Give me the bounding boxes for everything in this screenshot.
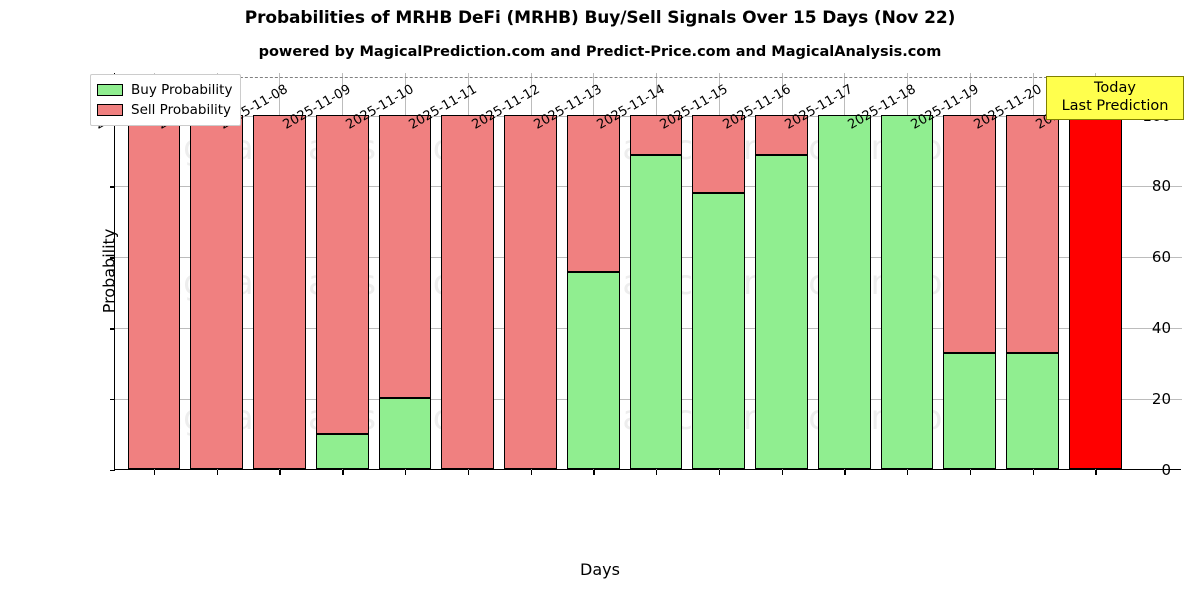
bar-segment-sell[interactable] [504, 114, 557, 469]
legend-item[interactable]: Sell Probability [97, 100, 232, 120]
today-label-line1: Today [1094, 80, 1136, 96]
bar-group[interactable] [943, 72, 997, 469]
legend-item[interactable]: Buy Probability [97, 80, 232, 100]
bar-segment-sell[interactable] [692, 114, 746, 194]
bar-segment-sell[interactable] [566, 114, 620, 272]
threshold-dashed-line [115, 76, 1182, 78]
y-tick-mark [110, 399, 115, 401]
bar-segment-buy[interactable] [629, 154, 683, 469]
x-tick-mark [1032, 470, 1034, 475]
today-label-line2: Last Prediction [1061, 98, 1169, 114]
y-tick-label: 0 [1161, 461, 1171, 479]
x-tick-mark [718, 470, 721, 475]
legend-label: Sell Probability [131, 102, 232, 118]
x-tick-mark [153, 470, 156, 475]
x-tick-mark [342, 470, 344, 475]
x-tick-mark [467, 470, 470, 475]
bar-group[interactable] [190, 72, 244, 469]
watermark-text: MagicalAnalysis.com [133, 398, 487, 438]
bar-group[interactable] [315, 72, 369, 469]
bar-group[interactable] [441, 72, 495, 469]
y-tick-mark [110, 470, 115, 472]
bar-segment-sell[interactable] [127, 114, 181, 469]
x-tick-mark [530, 470, 532, 475]
legend-label: Buy Probability [131, 82, 233, 98]
legend-swatch-icon [97, 84, 123, 96]
bar-segment-sell[interactable] [943, 114, 997, 354]
bar-group[interactable] [880, 72, 934, 469]
bar-segment-buy[interactable] [943, 353, 997, 469]
x-tick-mark [781, 470, 783, 475]
y-tick-mark [110, 186, 115, 188]
bar-segment-buy[interactable] [1006, 353, 1059, 469]
chart-legend: Buy Probability Sell Probability [90, 74, 242, 126]
plot-area: MagicalAnalysis.comMagicalPrediction.com… [92, 72, 1182, 479]
y-tick-label: 60 [1151, 248, 1171, 267]
bar-segment-buy[interactable] [817, 114, 871, 469]
y-tick-mark [110, 257, 115, 259]
y-tick-label: 80 [1151, 177, 1171, 196]
bar-segment-sell[interactable] [441, 114, 495, 469]
bar-segment-sell[interactable] [755, 114, 808, 155]
bar-segment-buy[interactable] [755, 154, 808, 469]
bar-group[interactable] [755, 72, 808, 469]
watermark-text: MagicalAnalysis.com [133, 263, 487, 303]
legend-swatch-icon [97, 104, 123, 116]
bar-segment-buy[interactable] [315, 433, 369, 469]
bar-segment-buy[interactable] [880, 114, 934, 469]
bar-group[interactable] [629, 72, 683, 469]
x-tick-mark [844, 470, 846, 475]
bar-segment-sell[interactable] [1006, 114, 1059, 354]
today-annotation: Today Last Prediction [1046, 76, 1184, 120]
bar-group[interactable] [378, 72, 432, 469]
x-axis-label: Days [580, 560, 620, 579]
bar-group[interactable] [566, 72, 620, 469]
bar-segment-sell[interactable] [253, 114, 306, 469]
x-tick-mark [279, 470, 281, 475]
y-tick-mark [110, 328, 115, 330]
bar-group[interactable] [692, 72, 746, 469]
x-tick-mark [404, 470, 407, 475]
bar-segment-sell[interactable] [629, 114, 683, 155]
x-tick-mark [907, 470, 909, 475]
bar-group[interactable] [1069, 72, 1122, 469]
bar-today-sell[interactable] [1069, 114, 1122, 469]
x-tick-mark [969, 470, 972, 475]
bar-segment-sell[interactable] [378, 114, 432, 399]
x-tick-mark [1095, 470, 1097, 475]
bar-group[interactable] [504, 72, 557, 469]
x-tick-mark [656, 470, 658, 475]
bar-segment-buy[interactable] [566, 271, 620, 469]
x-tick-mark [593, 470, 595, 475]
watermark-text: MagicalAnalysis.com [133, 128, 487, 168]
bar-group[interactable] [127, 72, 181, 469]
bar-segment-sell[interactable] [315, 114, 369, 434]
y-tick-label: 40 [1151, 319, 1171, 338]
x-tick-mark [216, 470, 218, 475]
page-title: Probabilities of MRHB DeFi (MRHB) Buy/Se… [244, 8, 956, 28]
bar-group[interactable] [1006, 72, 1059, 469]
bar-segment-buy[interactable] [692, 193, 746, 469]
bar-segment-buy[interactable] [378, 398, 432, 469]
bar-group[interactable] [817, 72, 871, 469]
bar-segment-sell[interactable] [190, 114, 244, 469]
chart-subtitle: powered by MagicalPrediction.com and Pre… [258, 44, 942, 60]
bar-group[interactable] [253, 72, 306, 469]
y-tick-label: 20 [1151, 390, 1171, 409]
y-axis-label: Probability [99, 228, 119, 314]
